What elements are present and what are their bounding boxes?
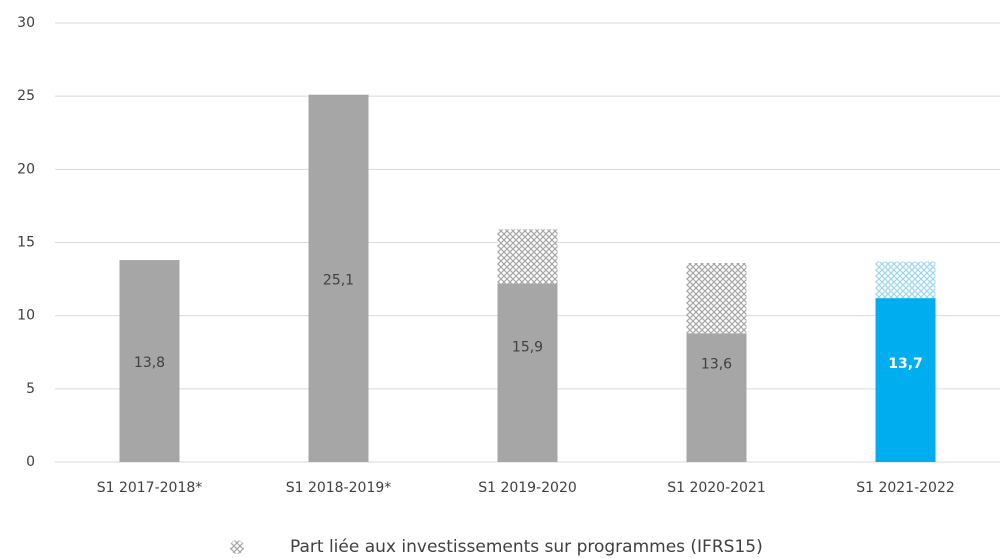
y-tick-label: 0 xyxy=(26,454,35,470)
y-tick-label: 25 xyxy=(17,88,35,104)
y-tick-label: 10 xyxy=(17,308,35,324)
legend-label: Part liée aux investissements sur progra… xyxy=(290,537,763,557)
y-tick-label: 5 xyxy=(26,381,35,397)
data-label: 13,6 xyxy=(701,356,732,372)
data-label: 25,1 xyxy=(323,272,354,288)
bar-segment xyxy=(119,260,180,462)
bar-segment xyxy=(875,298,936,462)
hatched-segment xyxy=(875,261,936,299)
y-tick-label: 20 xyxy=(17,161,35,177)
data-label: 13,8 xyxy=(134,355,165,371)
y-tick-label: 15 xyxy=(17,235,35,251)
x-tick-label: S1 2018-2019* xyxy=(286,480,392,496)
legend-swatch xyxy=(230,540,244,554)
bar-segment xyxy=(497,283,558,462)
bar-segment xyxy=(308,94,369,462)
y-tick-label: 30 xyxy=(17,15,35,31)
x-tick-label: S1 2021-2022 xyxy=(856,480,955,496)
x-tick-label: S1 2020-2021 xyxy=(667,480,766,496)
data-label: 15,9 xyxy=(512,340,543,356)
x-tick-label: S1 2019-2020 xyxy=(478,480,577,496)
bar-segment xyxy=(686,333,747,462)
x-tick-label: S1 2017-2018* xyxy=(97,480,203,496)
hatched-segment xyxy=(686,262,747,334)
data-label: 13,7 xyxy=(888,356,923,372)
hatched-segment xyxy=(497,229,558,284)
